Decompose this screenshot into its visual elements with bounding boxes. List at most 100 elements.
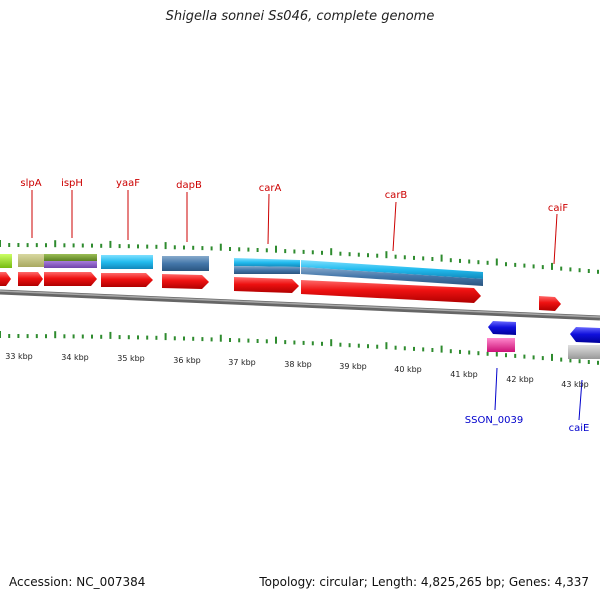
scale-minor-tick — [422, 256, 425, 261]
scale-minor-tick — [597, 360, 599, 365]
scale-minor-tick — [523, 354, 526, 359]
caiE-track-feature — [568, 345, 600, 359]
scale-minor-tick — [394, 345, 397, 350]
scale-minor-tick — [339, 342, 342, 347]
scale-minor-tick — [229, 247, 231, 251]
scale-minor-tick — [449, 349, 452, 354]
scale-minor-tick — [459, 258, 461, 263]
scale-minor-tick — [247, 338, 250, 343]
scale-minor-tick — [578, 268, 581, 273]
scale-minor-tick — [173, 336, 176, 341]
carA-feature-top — [234, 258, 300, 267]
scale-minor-tick — [348, 343, 351, 348]
scale-minor-tick — [560, 357, 563, 362]
gene-label-caiF: caiF — [548, 203, 568, 214]
carB-feature-top — [301, 260, 483, 279]
scale-minor-tick — [403, 255, 406, 260]
scale-minor-tick — [468, 350, 471, 355]
gene-label-carA: carA — [259, 183, 282, 194]
scale-minor-tick — [72, 243, 75, 248]
carA-feature-bottom — [234, 266, 300, 274]
scale-minor-tick — [81, 243, 84, 248]
scale-major-tick — [54, 331, 57, 339]
genome-summary-text: Topology: circular; Length: 4,825,265 bp… — [259, 575, 589, 589]
scale-minor-tick — [284, 249, 287, 254]
scale-minor-tick — [321, 341, 323, 346]
cds-arrow — [234, 277, 299, 293]
scale-minor-tick — [541, 265, 544, 270]
scale-minor-tick — [229, 338, 231, 342]
scale-minor-tick — [155, 335, 158, 340]
scale-minor-tick — [413, 346, 415, 351]
scale-minor-tick — [17, 243, 20, 247]
scale-tick-label: 34 kbp — [61, 353, 89, 362]
scale-minor-tick — [35, 334, 38, 339]
scale-minor-tick — [146, 335, 149, 340]
scale-minor-tick — [210, 337, 213, 342]
scale-minor-tick — [468, 259, 471, 264]
gene-label-dapB: dapB — [176, 180, 202, 191]
scale-minor-tick — [45, 334, 47, 339]
scale-tick-label: 42 kbp — [506, 375, 534, 384]
cds-arrow — [301, 280, 481, 303]
scale-minor-tick — [293, 249, 296, 254]
scale-minor-tick — [72, 334, 75, 339]
cds-arrow — [539, 296, 561, 311]
scale-minor-tick — [569, 358, 572, 363]
scale-minor-tick — [100, 334, 103, 339]
gene-labels-bottom: SSON_0039 caiE — [465, 415, 590, 434]
scale-minor-tick — [477, 351, 480, 356]
gene-label-yaaF: yaaF — [116, 178, 140, 189]
scale-major-tick — [551, 262, 553, 270]
scale-minor-tick — [238, 247, 241, 252]
scale-minor-tick — [413, 255, 415, 260]
scale-tick-label: 38 kbp — [284, 360, 312, 369]
scale-tick-label: 33 kbp — [5, 352, 33, 361]
genome-backbone-highlight — [0, 290, 600, 318]
scale-minor-tick — [118, 244, 121, 249]
scale-minor-tick — [505, 353, 507, 358]
scale-minor-tick — [321, 250, 323, 255]
scale-major-tick — [109, 331, 112, 339]
scale-minor-tick — [26, 243, 29, 248]
scale-minor-tick — [569, 267, 572, 272]
scale-minor-tick — [560, 266, 563, 271]
scale-minor-tick — [284, 340, 287, 345]
scale-major-tick — [385, 342, 388, 350]
scale-minor-tick — [394, 254, 397, 259]
gene-labels-top: slpA ispH yaaF dapB carA carB caiF — [20, 178, 568, 214]
ispH-feature-b — [44, 261, 97, 268]
scale-minor-tick — [578, 359, 581, 364]
scale-minor-tick — [81, 334, 84, 339]
scale-minor-tick — [265, 248, 268, 253]
scale-minor-tick — [505, 262, 507, 267]
scale-minor-tick — [449, 258, 452, 263]
scale-minor-tick — [348, 252, 351, 257]
scale-minor-tick — [311, 341, 314, 346]
scale-tick-label: 43 kbp — [561, 380, 589, 389]
scale-minor-tick — [173, 245, 176, 250]
SSON_0039-feature — [487, 338, 515, 352]
cds-arrow — [0, 272, 11, 286]
scale-minor-tick — [597, 269, 599, 274]
scale-minor-tick — [155, 244, 158, 249]
scale-minor-tick — [431, 348, 434, 352]
scale-minor-tick — [376, 344, 379, 349]
scale-minor-tick — [247, 247, 250, 252]
scale-minor-tick — [256, 248, 259, 252]
gene-label-SSON_0039: SSON_0039 — [465, 415, 524, 426]
scale-major-tick — [164, 242, 167, 250]
scale-major-tick — [0, 240, 1, 247]
scale-tick-label: 35 kbp — [117, 354, 145, 363]
scale-tick-label: 41 kbp — [450, 370, 478, 379]
gene-label-ispH: ispH — [61, 178, 83, 189]
dapB-feature — [162, 256, 209, 271]
scale-dots-top — [0, 240, 599, 274]
scale-minor-tick — [183, 245, 185, 250]
scale-minor-tick — [35, 243, 38, 248]
cds-arrow-reverse — [488, 321, 516, 335]
scale-minor-tick — [238, 338, 241, 343]
scale-minor-tick — [523, 263, 526, 268]
scale-major-tick — [440, 254, 443, 262]
